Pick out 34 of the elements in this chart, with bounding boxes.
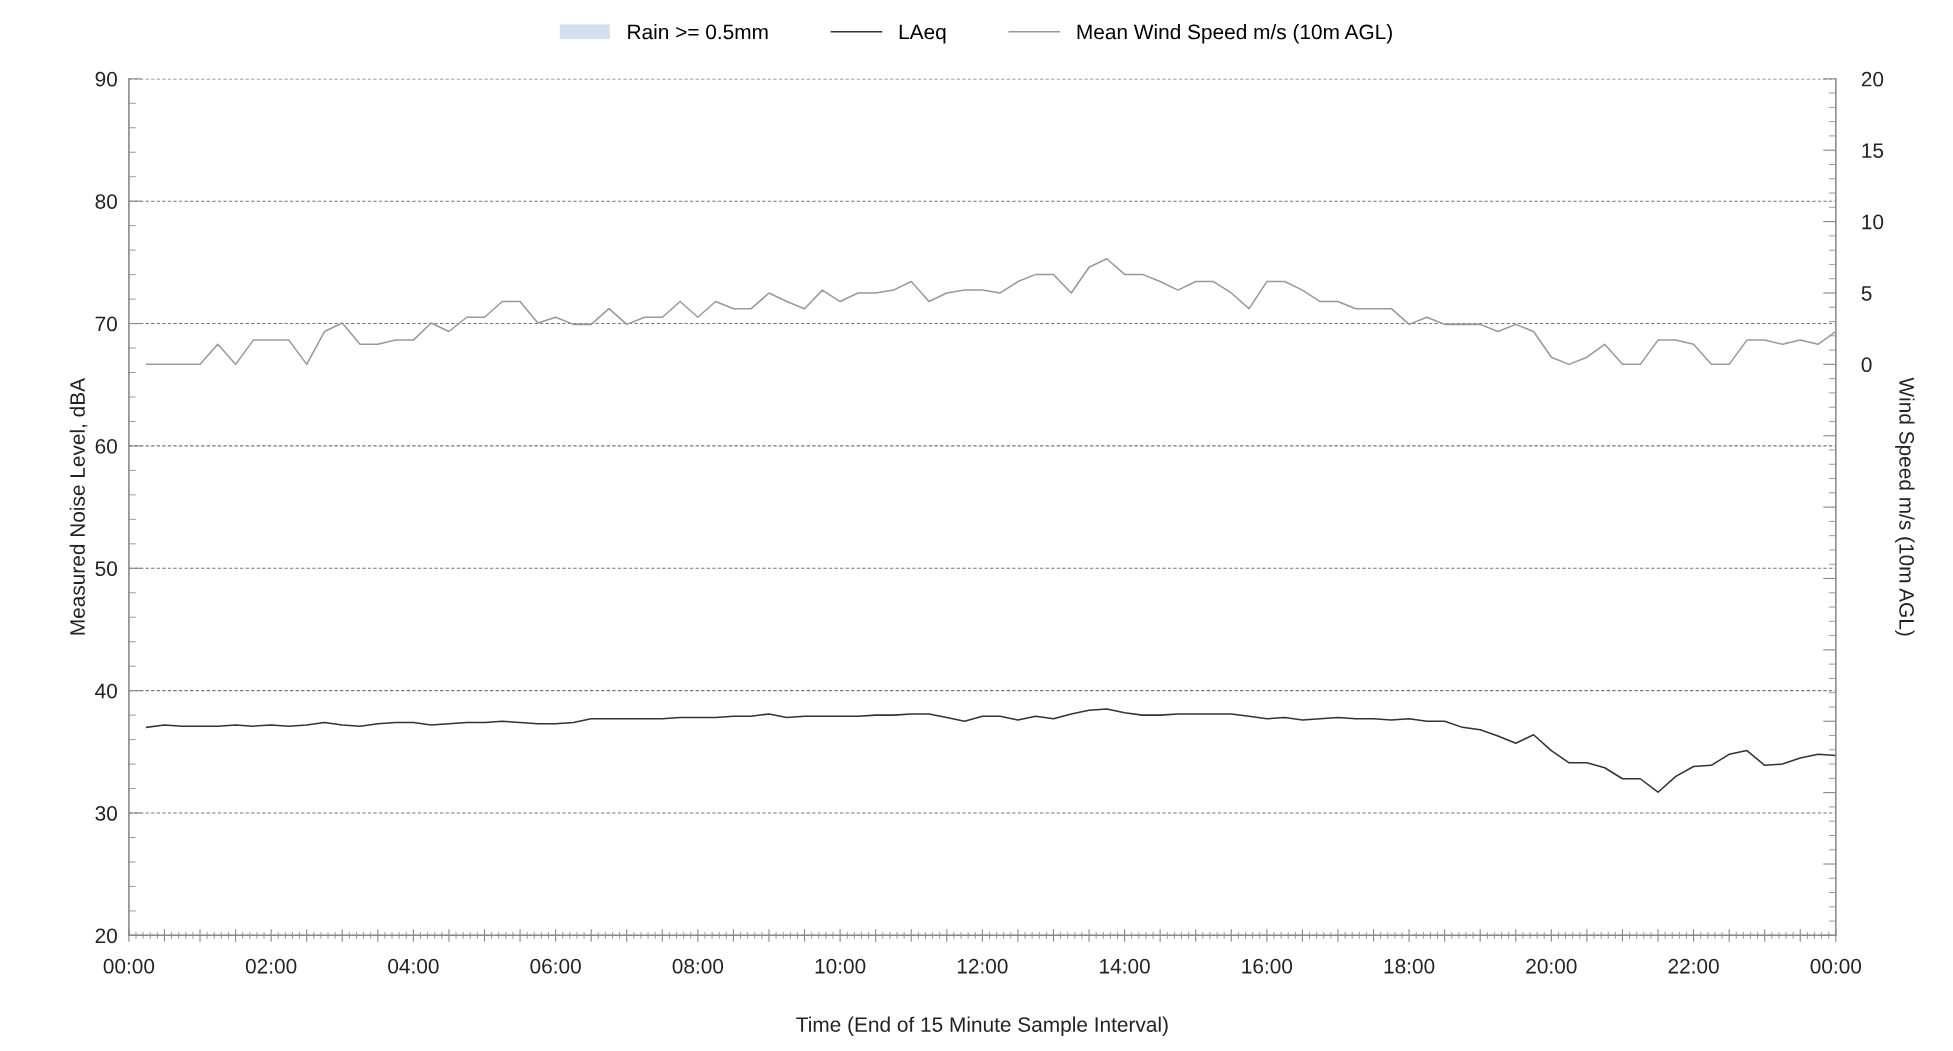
y-tick-label: 20	[95, 928, 117, 944]
y-tick-label: 30	[95, 806, 117, 821]
x-tick-label: 10:00	[815, 958, 866, 974]
x-tick-label: 06:00	[530, 958, 581, 974]
x-tick-label: 14:00	[1100, 958, 1150, 974]
x-tick-label: 16:00	[1242, 958, 1293, 974]
x-tick-label: 08:00	[672, 958, 724, 974]
y2-axis-title: Wind Speed m/s (10m AGL)	[1895, 377, 1915, 636]
x-tick-label: 00:00	[1810, 958, 1862, 974]
x-tick-label: 22:00	[1668, 958, 1719, 974]
y2-tick-label: 0	[1861, 357, 1872, 373]
y2-tick-label: 15	[1862, 143, 1884, 158]
legend-label: LAeq	[899, 24, 946, 44]
y2-tick-label: 10	[1862, 214, 1884, 230]
y2-tick-label: 5	[1861, 286, 1872, 301]
legend-label: Mean Wind Speed m/s (10m AGL)	[1077, 24, 1392, 44]
y-tick-label: 90	[95, 71, 117, 87]
y-axis-title: Measured Noise Level, dBA	[69, 378, 88, 635]
x-axis-title: Time (End of 15 Minute Sample Interval)	[796, 1016, 1168, 1037]
y-tick-label: 80	[95, 194, 117, 209]
y-tick-label: 40	[95, 683, 117, 699]
x-tick-label: 12:00	[957, 958, 1008, 974]
x-tick-label: 18:00	[1384, 958, 1435, 974]
legend-label: Rain >= 0.5mm	[628, 24, 768, 40]
y-tick-label: 60	[95, 438, 117, 454]
line-series	[145, 708, 1836, 793]
x-tick-label: 00:00	[103, 958, 155, 974]
x-tick-label: 02:00	[245, 958, 297, 974]
line-series	[145, 257, 1836, 366]
x-tick-label: 04:00	[388, 958, 439, 974]
y-tick-label: 70	[95, 316, 117, 332]
y-tick-label: 50	[95, 561, 117, 577]
y2-tick-label: 20	[1861, 71, 1884, 87]
x-tick-label: 20:00	[1526, 958, 1577, 974]
